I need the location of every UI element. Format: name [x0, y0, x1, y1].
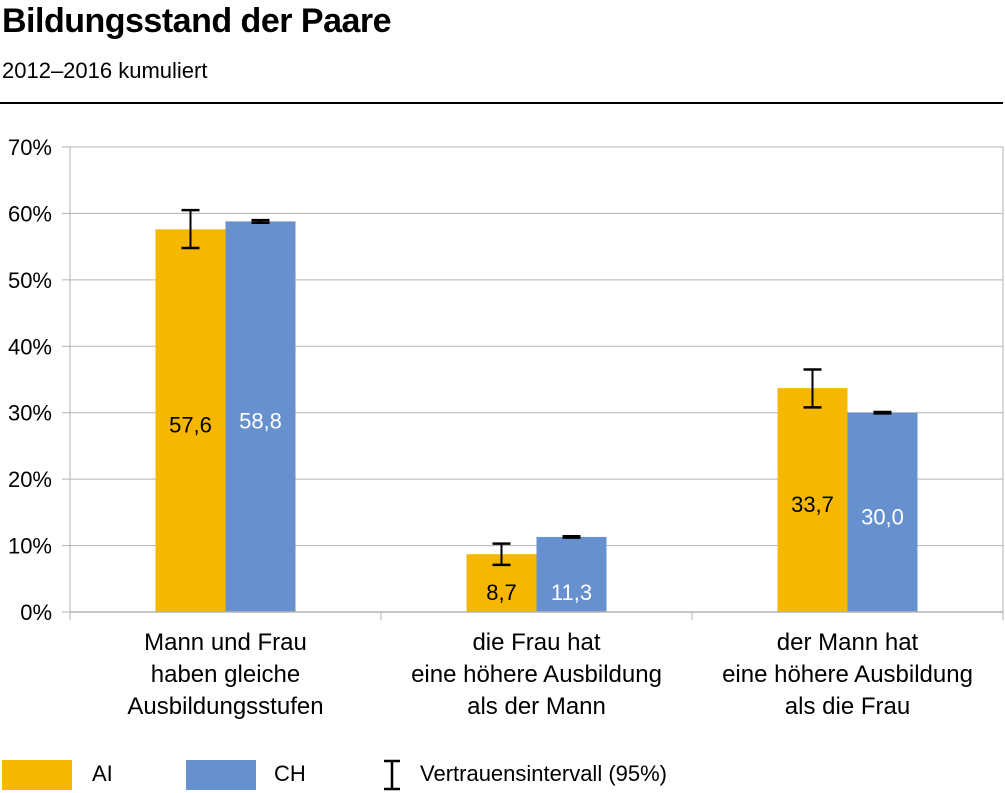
legend-label-ai: AI — [92, 761, 113, 786]
x-category-label: die Frau hat — [472, 629, 600, 656]
legend-swatch-ch — [186, 760, 256, 790]
bar-ai — [155, 229, 226, 612]
confidence-interval-icon — [384, 759, 400, 791]
data-label-ch: 58,8 — [239, 409, 282, 434]
bar-ch — [847, 412, 918, 612]
x-category-label: Mann und Frau — [144, 629, 307, 656]
x-category-label: als die Frau — [785, 693, 910, 720]
x-category-label: der Mann hat — [777, 629, 919, 656]
chart-subtitle: 2012–2016 kumuliert — [2, 58, 208, 83]
x-category-label: eine höhere Ausbildung — [722, 661, 973, 688]
title-rule — [0, 102, 1003, 104]
bar-ai — [777, 388, 848, 612]
legend-label-ci: Vertrauensintervall (95%) — [420, 761, 668, 786]
x-category-label: Ausbildungsstufen — [127, 693, 323, 720]
y-tick-label: 50% — [8, 268, 52, 293]
x-category-label: als der Mann — [467, 693, 606, 720]
y-tick-label: 20% — [8, 467, 52, 492]
y-tick-label: 60% — [8, 201, 52, 226]
data-label-ai: 33,7 — [791, 492, 834, 517]
x-category-label: haben gleiche — [151, 661, 300, 688]
data-label-ch: 11,3 — [551, 580, 592, 605]
y-tick-label: 30% — [8, 401, 52, 426]
y-tick-label: 0% — [20, 600, 52, 625]
legend: AI CH Vertrauensintervall (95%) — [0, 758, 1005, 792]
bar-ch — [536, 536, 607, 612]
y-tick-label: 70% — [8, 135, 52, 160]
legend-swatch-ai — [2, 760, 72, 790]
y-tick-label: 10% — [8, 534, 52, 559]
bar-chart: 0% 10% 20% 30% 40% 50% 60% 70% 57,6 58,8 Mann und … — [8, 135, 1004, 720]
data-label-ai: 8,7 — [486, 580, 517, 605]
legend-label-ch: CH — [274, 761, 306, 786]
x-category-label: eine höhere Ausbildung — [411, 661, 662, 688]
y-tick-label: 40% — [8, 334, 52, 359]
data-label-ch: 30,0 — [861, 504, 904, 529]
data-label-ai: 57,6 — [169, 413, 212, 438]
bar-ch — [225, 221, 296, 612]
chart-title: Bildungsstand der Paare — [2, 2, 392, 40]
